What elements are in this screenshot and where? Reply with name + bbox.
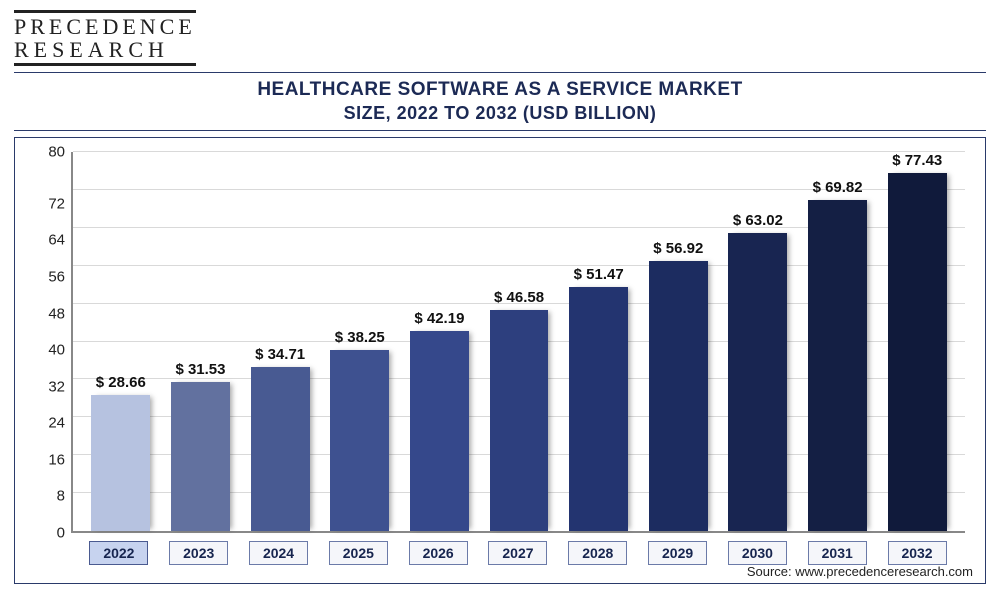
bar-value-label: $ 51.47 — [574, 266, 624, 283]
y-axis: 80726456484032241680 — [35, 152, 71, 533]
bar — [649, 261, 708, 531]
bars-group: $ 28.66 $ 31.53 $ 34.71 $ 38.25 $ 42.19 $ 46.… — [73, 152, 965, 531]
bar-slot: $ 56.92 — [638, 152, 718, 531]
bar-slot: $ 31.53 — [161, 152, 241, 531]
x-label-slot: 2026 — [398, 541, 478, 565]
x-label-slot: 2029 — [638, 541, 718, 565]
x-label: 2022 — [89, 541, 148, 565]
bar-value-label: $ 69.82 — [813, 179, 863, 196]
x-label-slot: 2025 — [318, 541, 398, 565]
brand-logo: PRECEDENCE RESEARCH — [14, 10, 986, 72]
x-label-slot: 2028 — [558, 541, 638, 565]
plot-row: 80726456484032241680 $ 28.66$ 31.53$ 34.… — [35, 152, 965, 533]
bar — [251, 367, 310, 531]
y-tick: 72 — [48, 196, 65, 211]
y-tick: 80 — [48, 145, 65, 160]
x-label: 2031 — [808, 541, 867, 565]
chart-title-band: HEALTHCARE SOFTWARE AS A SERVICE MARKET … — [14, 72, 986, 131]
chart-title-line2: SIZE, 2022 TO 2032 (USD BILLION) — [14, 103, 986, 124]
bar-slot: $ 69.82 — [798, 152, 878, 531]
x-axis-row: 2022 2023 2024 2025 2026 2027 2028 2029 2030 2031… — [35, 541, 965, 565]
bar-slot: $ 38.25 — [320, 152, 400, 531]
bar-value-label: $ 34.71 — [255, 346, 305, 363]
bar — [490, 310, 549, 531]
x-label: 2029 — [648, 541, 707, 565]
x-spacer — [35, 541, 71, 565]
bar-value-label: $ 56.92 — [653, 240, 703, 257]
chart-frame: 80726456484032241680 $ 28.66$ 31.53$ 34.… — [14, 137, 986, 584]
bar-slot: $ 63.02 — [718, 152, 798, 531]
y-tick: 16 — [48, 452, 65, 467]
bar-value-label: $ 38.25 — [335, 329, 385, 346]
y-tick: 0 — [57, 525, 65, 540]
bar — [728, 233, 787, 531]
y-tick: 40 — [48, 343, 65, 358]
x-label: 2024 — [249, 541, 308, 565]
bar-value-label: $ 28.66 — [96, 374, 146, 391]
bar-slot: $ 42.19 — [400, 152, 480, 531]
x-label: 2032 — [888, 541, 947, 565]
x-label-slot: 2022 — [79, 541, 159, 565]
y-tick: 8 — [57, 489, 65, 504]
x-label-slot: 2030 — [718, 541, 798, 565]
bar-value-label: $ 42.19 — [414, 310, 464, 327]
bar-value-label: $ 31.53 — [175, 361, 225, 378]
x-label: 2027 — [488, 541, 547, 565]
bar — [330, 350, 389, 531]
bar-slot: $ 51.47 — [559, 152, 639, 531]
logo-line1: PRECEDENCE — [14, 15, 196, 38]
y-tick: 64 — [48, 233, 65, 248]
chart-title-line1: HEALTHCARE SOFTWARE AS A SERVICE MARKET — [14, 79, 986, 101]
x-label-slot: 2023 — [159, 541, 239, 565]
bar — [569, 287, 628, 531]
bar-value-label: $ 46.58 — [494, 289, 544, 306]
x-label-slot: 2027 — [478, 541, 558, 565]
x-label-slot: 2024 — [239, 541, 319, 565]
x-label: 2025 — [329, 541, 388, 565]
bar — [888, 173, 947, 531]
y-tick: 24 — [48, 416, 65, 431]
x-label: 2023 — [169, 541, 228, 565]
logo-line2: RESEARCH — [14, 38, 196, 61]
x-label: 2028 — [568, 541, 627, 565]
y-tick: 56 — [48, 269, 65, 284]
x-labels: 2022 2023 2024 2025 2026 2027 2028 2029 2030 2031… — [71, 541, 965, 565]
source-text: Source: www.precedenceresearch.com — [747, 564, 973, 579]
y-tick: 32 — [48, 379, 65, 394]
chart-container: PRECEDENCE RESEARCH HEALTHCARE SOFTWARE … — [0, 0, 1000, 592]
bar-slot: $ 77.43 — [877, 152, 957, 531]
bar — [91, 395, 150, 531]
y-tick: 48 — [48, 306, 65, 321]
bar — [410, 331, 469, 531]
bar-slot: $ 46.58 — [479, 152, 559, 531]
x-label: 2030 — [728, 541, 787, 565]
bar — [808, 200, 867, 531]
x-label-slot: 2032 — [877, 541, 957, 565]
x-label-slot: 2031 — [797, 541, 877, 565]
x-label: 2026 — [409, 541, 468, 565]
bar-value-label: $ 63.02 — [733, 212, 783, 229]
bar-slot: $ 28.66 — [81, 152, 161, 531]
bar-value-label: $ 77.43 — [892, 152, 942, 169]
bar — [171, 382, 230, 531]
plot-area: $ 28.66 $ 31.53 $ 34.71 $ 38.25 $ 42.19 $ 46.… — [71, 152, 965, 533]
bar-slot: $ 34.71 — [240, 152, 320, 531]
